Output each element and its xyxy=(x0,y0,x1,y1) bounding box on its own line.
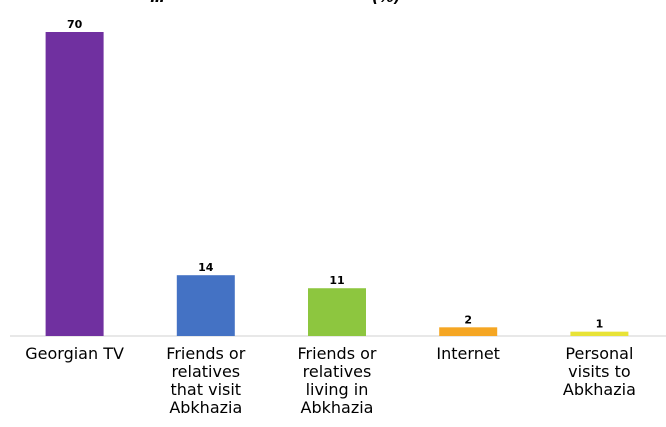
category-label-line: Georgian TV xyxy=(25,344,124,363)
category-label-line: Friends or xyxy=(298,344,377,363)
category-label-line: Abkhazia xyxy=(169,398,242,417)
category-label-line: relatives xyxy=(171,362,240,381)
data-label-3: 2 xyxy=(464,313,472,326)
category-label-line: that visit xyxy=(171,380,242,399)
bar-4 xyxy=(570,331,629,336)
category-label-line: Internet xyxy=(436,344,500,363)
category-label-2: Friends or relatives living in Abkhazia xyxy=(298,344,377,417)
category-label-0: Georgian TV xyxy=(25,344,124,363)
category-label-line: Personal xyxy=(565,344,633,363)
bar-3 xyxy=(439,327,498,336)
bar-0 xyxy=(45,32,104,336)
category-label-line: Friends or xyxy=(166,344,245,363)
data-label-0: 70 xyxy=(67,18,83,31)
category-label-line: Abkhazia xyxy=(563,380,636,399)
category-label-1: Friends or relatives that visit Abkhazia xyxy=(166,344,245,417)
category-label-4: Personal visits to Abkhazia xyxy=(563,344,636,399)
bar-1 xyxy=(176,275,235,336)
category-label-line: visits to xyxy=(568,362,630,381)
category-label-line: living in xyxy=(306,380,369,399)
data-label-4: 1 xyxy=(596,318,604,331)
category-label-3: Internet xyxy=(436,344,500,363)
title-fragment-left: … xyxy=(150,0,165,6)
title-fragment-right: (%) xyxy=(372,0,401,6)
category-label-line: relatives xyxy=(303,362,372,381)
bar-2 xyxy=(308,288,366,336)
category-label-line: Abkhazia xyxy=(301,398,374,417)
data-label-1: 14 xyxy=(198,261,214,274)
data-label-2: 11 xyxy=(329,274,344,287)
